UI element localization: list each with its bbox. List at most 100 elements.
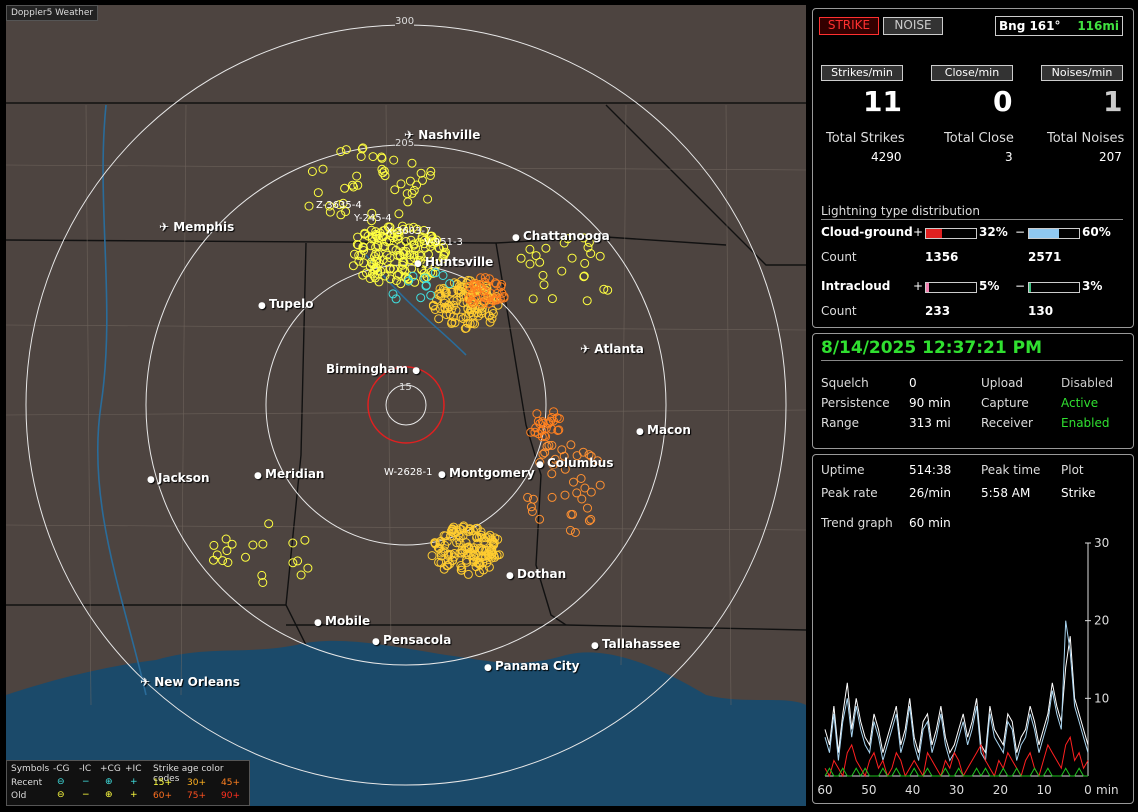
strike-legend: Symbols -CG -IC +CG +IC Strike age color… xyxy=(6,760,250,806)
city-name: Macon xyxy=(647,423,691,437)
squelch-label: Squelch xyxy=(821,376,869,390)
trend-graph-label: Trend graph xyxy=(821,516,893,530)
ic-label: Intracloud xyxy=(821,279,891,293)
legend-header: +IC xyxy=(125,764,142,774)
strike-marker xyxy=(303,563,313,573)
strike-marker xyxy=(409,250,419,260)
strike-marker xyxy=(583,243,593,252)
strike-marker xyxy=(430,236,440,246)
strike-marker xyxy=(248,540,258,550)
strike-marker xyxy=(582,296,592,306)
strike-marker xyxy=(576,474,586,483)
strike-marker xyxy=(525,259,535,269)
city-name: Pensacola xyxy=(383,633,452,647)
noise-button[interactable]: NOISE xyxy=(883,17,943,35)
storm-tag: Z-3635-4 xyxy=(316,200,362,211)
strike-marker xyxy=(542,441,552,451)
strike-marker xyxy=(538,270,548,280)
close-per-min-button[interactable]: Close/min xyxy=(931,65,1013,81)
strike-marker xyxy=(241,552,250,562)
lightning-map[interactable]: Doppler5 Weather 300 205 15 ✈ Nashville ✈… xyxy=(6,5,806,806)
strike-marker xyxy=(417,234,427,244)
strike-marker xyxy=(492,279,501,289)
strike-marker xyxy=(570,528,580,537)
strike-marker xyxy=(460,324,470,333)
strike-marker xyxy=(482,280,492,290)
strike-marker xyxy=(586,514,596,524)
strike-marker xyxy=(378,168,388,178)
strike-marker xyxy=(356,152,366,161)
strike-marker xyxy=(451,305,461,315)
strike-marker xyxy=(458,531,468,541)
trend-series-line xyxy=(824,636,1089,755)
total-strikes-label: Total Strikes xyxy=(826,131,905,146)
strike-marker xyxy=(380,241,390,251)
strike-marker xyxy=(464,526,474,536)
total-noises-label: Total Noises xyxy=(1047,131,1125,146)
strike-marker xyxy=(463,318,473,328)
peak-rate-label: Peak rate xyxy=(821,486,878,500)
city-dot-icon: ● xyxy=(512,233,523,243)
legend-recent-label: Recent xyxy=(11,778,43,788)
strike-marker xyxy=(341,207,351,217)
strike-marker xyxy=(325,207,335,217)
strike-marker xyxy=(392,232,402,242)
strike-marker xyxy=(472,308,482,318)
city-name: Jackson xyxy=(158,471,210,485)
strike-marker xyxy=(485,274,494,284)
strike-marker xyxy=(372,232,382,241)
close-per-min-value: 0 xyxy=(993,85,1013,118)
range-label-mid: 205 xyxy=(395,138,415,149)
peak-time-value: 5:58 AM xyxy=(981,486,1031,500)
cg-minus-sign: − xyxy=(1015,225,1026,239)
uptime-label: Uptime xyxy=(821,463,865,477)
strike-marker xyxy=(409,222,418,232)
ic-plus-sign: + xyxy=(913,279,924,293)
strike-marker xyxy=(258,578,268,587)
strike-marker xyxy=(419,225,429,235)
strike-marker xyxy=(583,503,592,513)
strike-marker xyxy=(430,262,440,272)
strike-marker xyxy=(448,528,458,538)
strikes-per-min-button[interactable]: Strikes/min xyxy=(821,65,903,81)
strike-marker xyxy=(394,227,404,237)
strike-marker xyxy=(405,176,415,186)
strike-marker xyxy=(407,188,417,198)
recent-strike-marker xyxy=(388,289,398,299)
strike-marker xyxy=(462,555,471,565)
strike-marker xyxy=(423,194,433,204)
strike-marker xyxy=(407,158,417,168)
strike-marker xyxy=(388,233,398,243)
strike-marker xyxy=(586,451,596,461)
strike-marker xyxy=(548,459,558,469)
strike-marker xyxy=(584,237,594,247)
strike-marker xyxy=(212,550,222,560)
legend-age-title: Strike age color codes xyxy=(153,764,224,784)
strike-marker xyxy=(425,171,435,180)
legend-header: +CG xyxy=(100,764,121,774)
strike-marker xyxy=(352,240,362,249)
strike-button[interactable]: STRIKE xyxy=(819,17,879,35)
strike-marker xyxy=(445,559,455,569)
y-tick-label: 30 xyxy=(1094,536,1109,550)
cg-negative-fill xyxy=(1029,229,1059,238)
x-tick-label: 20 xyxy=(993,783,1008,797)
receiver-value: Enabled xyxy=(1061,416,1110,430)
strike-marker xyxy=(378,232,388,242)
strike-marker xyxy=(580,258,590,268)
strike-marker xyxy=(398,264,407,274)
strike-marker xyxy=(526,502,536,512)
strike-marker xyxy=(525,244,535,254)
strike-marker xyxy=(307,167,317,176)
strike-marker xyxy=(463,569,473,579)
strike-marker xyxy=(499,292,509,301)
noises-per-min-button[interactable]: Noises/min xyxy=(1041,65,1123,81)
strike-marker xyxy=(530,427,540,437)
strike-marker xyxy=(385,253,395,263)
x-tick-label: 50 xyxy=(861,783,876,797)
strike-marker xyxy=(535,514,545,524)
receiver-label: Receiver xyxy=(981,416,1033,430)
strike-marker xyxy=(380,271,390,281)
age-75: 75+ xyxy=(187,791,206,801)
total-strikes-value: 4290 xyxy=(871,150,902,164)
